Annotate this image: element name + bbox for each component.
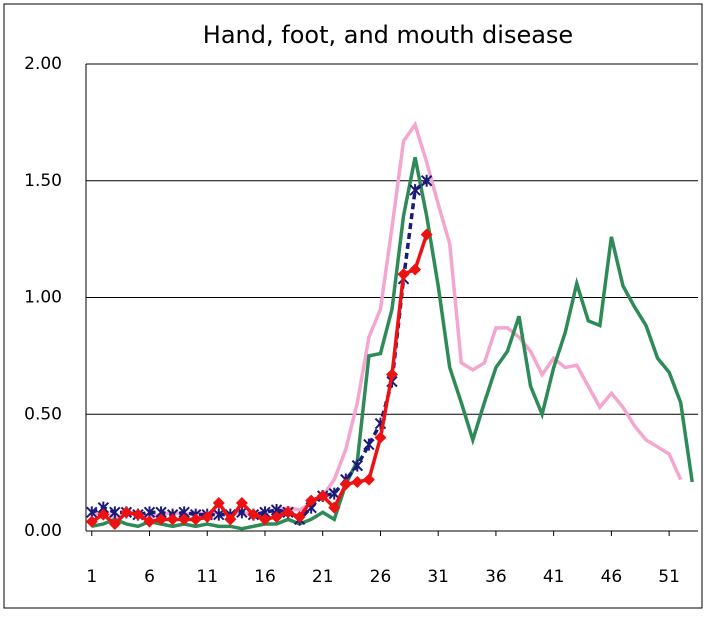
diamond-marker bbox=[409, 263, 422, 276]
diamond-marker bbox=[328, 501, 341, 514]
chart-title: Hand, foot, and mouth disease bbox=[203, 21, 573, 49]
asterisk-marker bbox=[351, 459, 364, 472]
diamond-marker bbox=[178, 513, 191, 526]
diamond-marker bbox=[351, 475, 364, 488]
diamond-marker bbox=[282, 506, 295, 519]
x-tick-label: 11 bbox=[196, 567, 218, 587]
asterisk-marker bbox=[409, 184, 421, 197]
diamond-marker bbox=[362, 473, 375, 486]
x-tick-label: 46 bbox=[601, 567, 623, 587]
diamond-marker bbox=[270, 510, 283, 523]
diamond-marker bbox=[386, 368, 398, 381]
y-tick-label: 0.00 bbox=[24, 521, 62, 541]
x-tick-label: 1 bbox=[86, 567, 97, 587]
diamond-marker bbox=[189, 513, 202, 526]
diamond-marker bbox=[131, 508, 144, 521]
diamond-marker bbox=[166, 513, 179, 526]
series-line bbox=[91, 179, 428, 522]
diamond-marker bbox=[97, 508, 110, 521]
y-tick-label: 2.00 bbox=[24, 54, 62, 74]
diamond-marker bbox=[85, 515, 98, 528]
series-line bbox=[91, 157, 694, 531]
asterisk-marker bbox=[363, 438, 375, 451]
diamond-marker bbox=[305, 494, 318, 507]
diamond-marker bbox=[258, 513, 271, 526]
diamond-marker bbox=[155, 513, 168, 526]
diamond-marker bbox=[247, 508, 260, 521]
y-tick-label: 1.50 bbox=[24, 171, 62, 191]
x-tick-label: 26 bbox=[370, 567, 392, 587]
y-tick-label: 0.50 bbox=[24, 404, 62, 424]
diamond-marker bbox=[420, 228, 433, 241]
asterisk-marker bbox=[213, 508, 225, 521]
y-tick-label: 1.00 bbox=[24, 288, 62, 308]
x-tick-label: 41 bbox=[543, 567, 565, 587]
x-tick-label: 31 bbox=[427, 567, 449, 587]
diamond-marker bbox=[293, 510, 306, 523]
diamond-marker bbox=[374, 431, 387, 444]
asterisk-marker bbox=[109, 506, 121, 519]
diamond-marker bbox=[108, 517, 121, 530]
diamond-marker bbox=[143, 515, 156, 528]
asterisk-marker bbox=[420, 174, 433, 187]
diamond-marker bbox=[316, 489, 329, 502]
x-tick-label: 51 bbox=[658, 567, 680, 587]
diamond-marker bbox=[120, 506, 133, 519]
x-tick-label: 16 bbox=[254, 567, 276, 587]
diamond-marker bbox=[212, 496, 225, 509]
x-tick-label: 21 bbox=[312, 567, 334, 587]
chart-border bbox=[3, 3, 703, 609]
diamond-marker bbox=[224, 513, 237, 526]
diamond-marker bbox=[201, 510, 214, 523]
x-tick-label: 36 bbox=[485, 567, 507, 587]
diamond-marker bbox=[235, 496, 248, 509]
diamond-marker bbox=[397, 268, 410, 281]
x-tick-label: 6 bbox=[144, 567, 155, 587]
diamond-marker bbox=[339, 478, 352, 491]
